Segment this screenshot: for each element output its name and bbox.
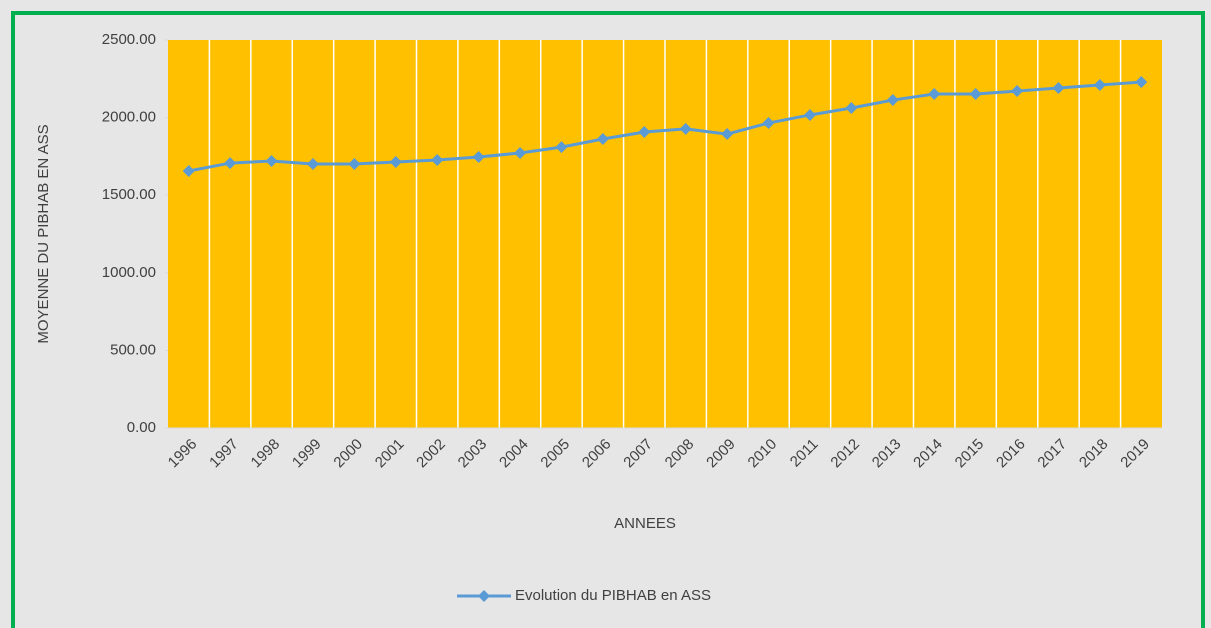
data-point — [306, 158, 319, 171]
x-axis-title: ANNEES — [614, 515, 676, 532]
data-point — [224, 157, 237, 170]
data-point — [721, 128, 734, 141]
data-point — [1093, 79, 1106, 92]
data-point — [389, 155, 402, 168]
data-point — [472, 151, 485, 164]
frame-border — [11, 11, 1205, 628]
data-point — [514, 146, 527, 159]
data-point — [969, 88, 982, 101]
data-point — [348, 158, 361, 171]
legend-label: Evolution du PIBHAB en ASS — [515, 587, 711, 604]
data-point — [555, 141, 568, 154]
legend-marker — [478, 590, 490, 602]
data-point — [803, 108, 816, 121]
data-point — [182, 164, 195, 177]
y-axis-title: MOYENNE DU PIBHAB EN ASS — [35, 124, 52, 343]
y-tick-label: 1000.00 — [102, 264, 156, 281]
data-point — [1011, 85, 1024, 98]
data-point — [928, 88, 941, 101]
data-point — [1135, 76, 1148, 89]
data-point — [886, 94, 899, 107]
data-point — [431, 153, 444, 166]
series-line — [188, 80, 1142, 173]
data-point — [596, 133, 609, 146]
y-tick-label: 2500.00 — [102, 31, 156, 48]
y-tick-label: 2000.00 — [102, 109, 156, 126]
data-point — [762, 117, 775, 130]
data-point — [265, 155, 278, 168]
data-point — [845, 101, 858, 114]
data-point — [638, 126, 651, 139]
y-tick-label: 1500.00 — [102, 186, 156, 203]
y-tick-label: 500.00 — [110, 341, 156, 358]
data-point — [679, 122, 692, 135]
data-point — [1052, 81, 1065, 94]
y-tick-label: 0.00 — [127, 419, 156, 436]
